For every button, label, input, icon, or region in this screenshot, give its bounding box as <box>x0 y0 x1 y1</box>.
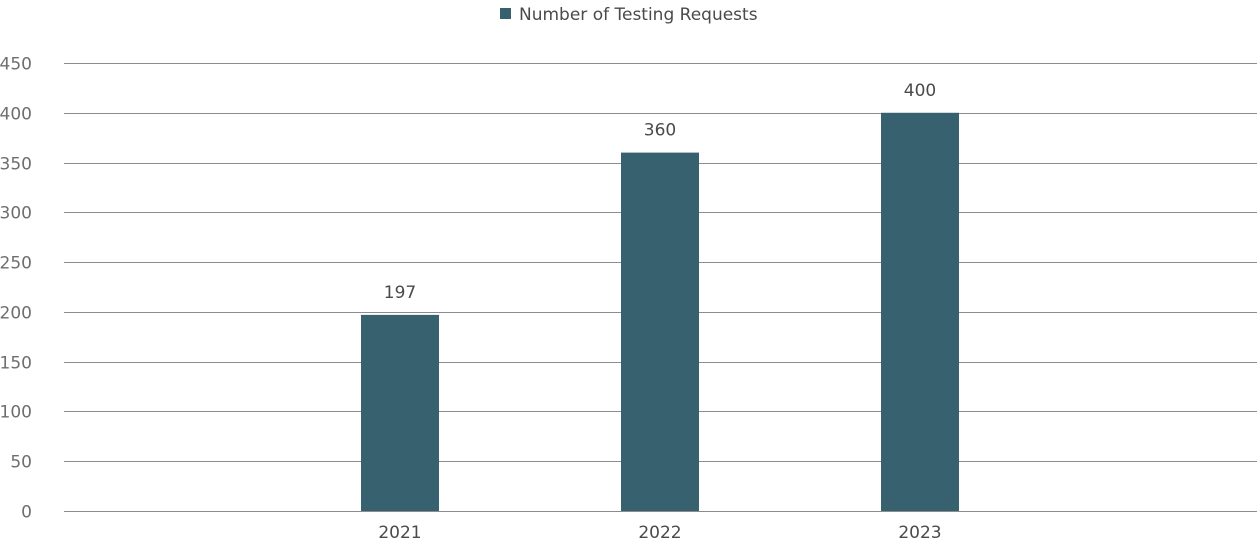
y-tick-label: 300 <box>0 204 32 224</box>
x-tick-label-2022: 2022 <box>638 523 681 543</box>
bar-2021 <box>361 314 439 511</box>
data-label-2021: 197 <box>384 283 416 303</box>
y-tick-label: 150 <box>0 354 32 374</box>
y-axis-ticks: 0 50 100 150 200 250 300 350 400 450 <box>0 55 32 523</box>
legend-swatch <box>500 8 511 19</box>
y-tick-label: 50 <box>10 453 32 473</box>
y-tick-label: 0 <box>21 503 32 523</box>
data-label-2022: 360 <box>644 121 676 141</box>
y-tick-label: 450 <box>0 55 32 75</box>
bar-2023 <box>881 112 959 512</box>
y-tick-label: 400 <box>0 105 32 125</box>
bars <box>361 112 959 512</box>
x-axis-ticks: 2021 2022 2023 <box>378 523 941 543</box>
x-tick-label-2021: 2021 <box>378 523 421 543</box>
data-labels: 197 360 400 <box>384 81 936 303</box>
y-tick-label: 100 <box>0 403 32 423</box>
bar-2022 <box>621 152 699 511</box>
data-label-2023: 400 <box>904 81 936 101</box>
legend: Number of Testing Requests <box>500 5 758 25</box>
y-tick-label: 250 <box>0 254 32 274</box>
legend-label: Number of Testing Requests <box>519 5 758 25</box>
x-tick-label-2023: 2023 <box>898 523 941 543</box>
y-tick-label: 350 <box>0 155 32 175</box>
y-tick-label: 200 <box>0 304 32 324</box>
